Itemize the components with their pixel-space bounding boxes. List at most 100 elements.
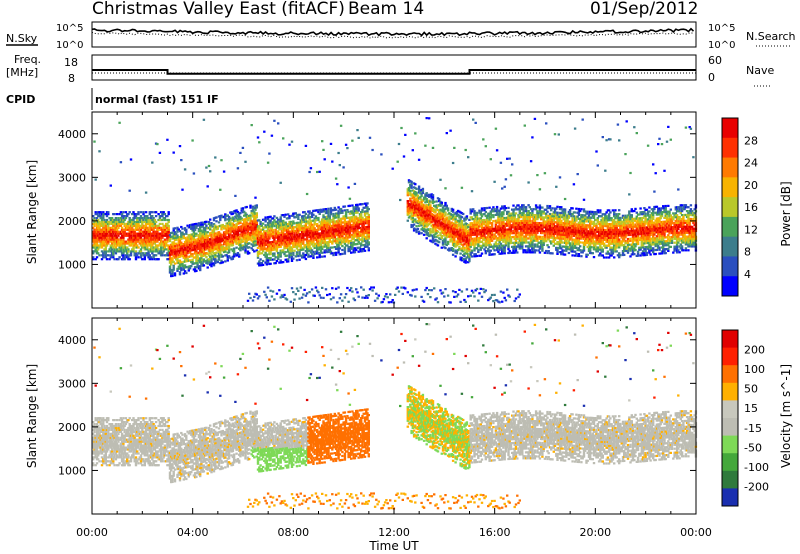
power-cell xyxy=(161,254,164,257)
power-cell xyxy=(273,252,276,255)
power-cell xyxy=(313,223,316,226)
power-cell xyxy=(178,251,182,254)
power-cell xyxy=(180,235,183,238)
power-cell xyxy=(94,234,97,237)
power-cell xyxy=(128,228,131,231)
power-cell xyxy=(224,260,227,263)
power-cell xyxy=(336,183,339,186)
power-cell xyxy=(114,220,118,224)
power-cell xyxy=(147,256,150,259)
power-cell xyxy=(178,239,182,243)
power-cell xyxy=(123,258,126,261)
power-cell xyxy=(341,248,344,252)
power-cell xyxy=(322,148,325,151)
power-cell xyxy=(99,230,102,233)
power-cell xyxy=(433,236,436,239)
power-cell xyxy=(188,243,192,246)
power-cell xyxy=(183,246,187,249)
power-cell xyxy=(256,254,260,257)
power-cell xyxy=(478,223,481,226)
power-cell xyxy=(292,242,295,245)
power-cell xyxy=(152,242,155,245)
power-cell xyxy=(259,221,262,224)
power-cell xyxy=(351,216,354,219)
power-cell xyxy=(271,233,275,236)
power-cell xyxy=(269,256,272,260)
power-cell xyxy=(109,246,112,249)
power-cell xyxy=(97,215,100,218)
power-cell xyxy=(154,246,158,249)
power-cell xyxy=(402,155,406,158)
power-cell xyxy=(114,222,118,225)
power-cell xyxy=(183,168,187,171)
power-cell xyxy=(190,265,193,268)
power-cell xyxy=(479,248,482,251)
power-cell xyxy=(152,218,155,222)
power-cell xyxy=(142,244,145,247)
power-cell xyxy=(94,250,97,253)
power-cell xyxy=(156,230,159,233)
power-cell xyxy=(107,234,110,237)
power-cell xyxy=(507,206,510,209)
power-cell xyxy=(417,232,421,235)
power-cell xyxy=(182,237,185,240)
power-cell xyxy=(258,250,261,253)
power-cell xyxy=(490,239,494,242)
power-cell xyxy=(367,225,370,228)
power-cell xyxy=(102,240,105,243)
power-cell xyxy=(495,149,499,152)
power-cell xyxy=(468,258,471,261)
power-cell xyxy=(128,232,131,235)
power-cell xyxy=(131,250,134,253)
power-cell xyxy=(181,247,184,250)
nsearch-tick-bottom: 10^0 xyxy=(708,40,735,51)
power-cell xyxy=(148,232,151,235)
power-cell xyxy=(323,245,326,248)
power-cell xyxy=(128,258,131,261)
power-cell xyxy=(336,301,339,304)
power-cell xyxy=(166,218,169,222)
power-cell xyxy=(182,260,185,263)
power-cell xyxy=(168,255,172,258)
power-cell xyxy=(503,209,506,212)
power-cell xyxy=(128,234,131,237)
power-cell xyxy=(123,218,126,222)
power-cell xyxy=(293,232,296,235)
power-cell xyxy=(144,232,148,235)
power-cell xyxy=(137,211,140,214)
power-cell xyxy=(154,220,158,224)
power-cell xyxy=(303,288,306,291)
power-cell xyxy=(112,246,115,249)
power-cell xyxy=(149,248,153,251)
power-cell xyxy=(327,244,330,248)
power-cell xyxy=(113,240,116,243)
power-cell xyxy=(256,241,260,244)
power-cell xyxy=(173,246,177,249)
power-cell xyxy=(120,254,124,257)
power-cell xyxy=(128,254,131,257)
power-cell xyxy=(305,292,309,295)
power-cell xyxy=(119,242,123,245)
power-cell xyxy=(261,263,265,266)
power-cell xyxy=(355,207,358,210)
power-cell xyxy=(283,293,286,296)
power-cell xyxy=(107,213,110,216)
power-cell xyxy=(329,142,333,145)
power-cell xyxy=(142,211,145,214)
power-cell xyxy=(94,248,97,251)
power-cell xyxy=(231,244,235,247)
power-cell xyxy=(186,236,189,239)
power-cell xyxy=(170,251,173,254)
power-cell xyxy=(157,228,160,231)
power-cell xyxy=(142,254,145,257)
power-cell xyxy=(166,252,169,255)
power-cell xyxy=(269,289,272,292)
power-cell xyxy=(97,226,100,229)
power-cell xyxy=(308,291,311,294)
power-cell xyxy=(465,215,469,218)
power-cell xyxy=(277,122,280,125)
power-cell xyxy=(149,250,153,253)
power-cell xyxy=(136,224,139,227)
power-cell xyxy=(149,215,153,218)
power-cell xyxy=(103,252,106,255)
